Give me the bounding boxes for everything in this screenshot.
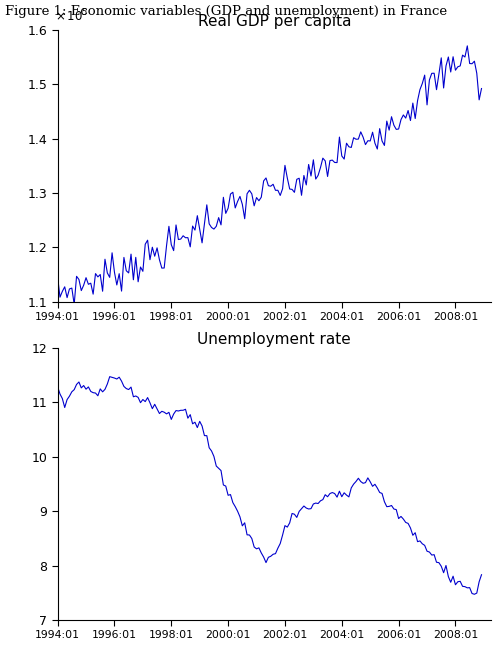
Title: Unemployment rate: Unemployment rate	[197, 332, 351, 347]
Text: $\times\,10^5$: $\times\,10^5$	[56, 8, 89, 25]
Title: Real GDP per capita: Real GDP per capita	[197, 14, 351, 29]
Text: Figure 1: Economic variables (GDP and unemployment) in France: Figure 1: Economic variables (GDP and un…	[5, 5, 447, 18]
